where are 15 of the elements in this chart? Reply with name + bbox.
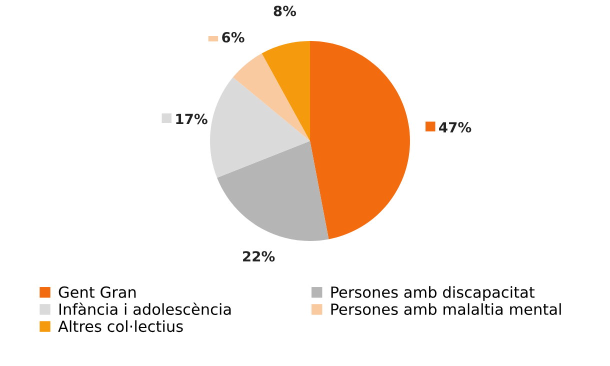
data-label: 17% bbox=[176, 114, 208, 124]
pie-slice bbox=[262, 41, 310, 141]
data-label: 8% bbox=[274, 6, 296, 16]
pie-slice bbox=[210, 77, 310, 178]
legend-label: Persones amb malaltia mental bbox=[331, 303, 561, 316]
legend-label: Infància i adolescència bbox=[59, 302, 231, 316]
legend-label: Persones amb discapacitat bbox=[331, 286, 535, 301]
pie-slice bbox=[310, 41, 410, 240]
pie-slice bbox=[232, 53, 310, 141]
data-label: 6% bbox=[222, 32, 244, 43]
legend-label: Gent Gran bbox=[58, 286, 136, 298]
legend-label: Altres col·lectius bbox=[58, 320, 183, 332]
data-label: 47% bbox=[439, 122, 472, 133]
data-label: 22% bbox=[243, 251, 275, 262]
pie-slice bbox=[217, 141, 329, 241]
